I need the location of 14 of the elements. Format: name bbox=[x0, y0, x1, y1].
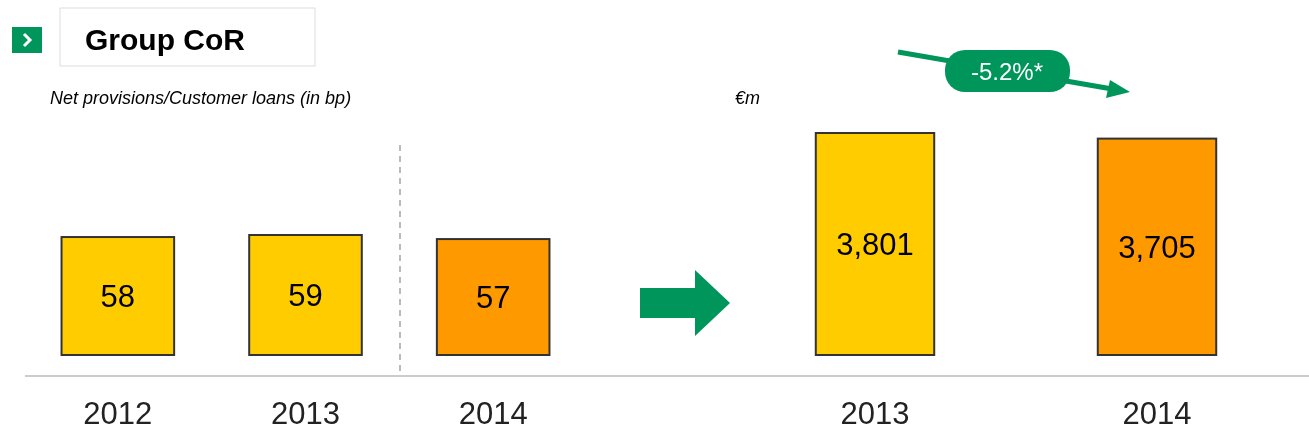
data-label: 59 bbox=[288, 278, 323, 313]
data-label: 3,705 bbox=[1118, 229, 1196, 265]
text: -5.2%* bbox=[970, 58, 1044, 85]
x-tick-label: 2012 bbox=[83, 396, 153, 430]
data-label: 58 bbox=[100, 279, 136, 315]
x-tick-label: 2014 bbox=[458, 396, 528, 430]
x-tick-label: 2013 bbox=[840, 396, 910, 430]
x-tick-label: 2013 bbox=[271, 396, 340, 430]
x-tick-label: 2014 bbox=[1122, 396, 1192, 430]
data-label: 57 bbox=[475, 280, 511, 316]
chart-title: Group CoR bbox=[85, 23, 246, 56]
chart-subtitle: €m bbox=[735, 88, 761, 108]
chart-subtitle: Net provisions/Customer loans (in bp) bbox=[50, 88, 352, 108]
data-label: 3,801 bbox=[836, 227, 914, 262]
